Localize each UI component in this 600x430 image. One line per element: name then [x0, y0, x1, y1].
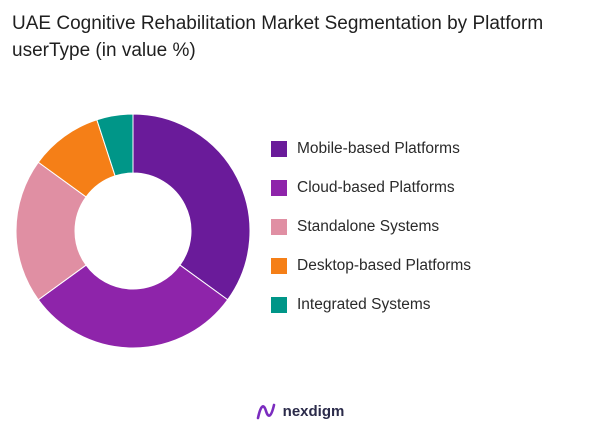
legend-item-desktop-based-platforms: Desktop-based Platforms: [271, 256, 471, 276]
legend-label-standalone-systems: Standalone Systems: [297, 218, 440, 235]
legend-label-mobile-based-platforms: Mobile-based Platforms: [297, 140, 460, 157]
donut-slice-cloud-based-platforms: [37, 264, 229, 349]
legend-item-cloud-based-platforms: Cloud-based Platforms: [271, 178, 471, 198]
chart-legend: Mobile-based Platforms Cloud-based Platfo…: [271, 139, 471, 334]
legend-item-standalone-systems: Standalone Systems: [271, 217, 471, 237]
brand-footer: nexdigm: [0, 402, 600, 420]
legend-label-integrated-systems: Integrated Systems: [297, 296, 431, 313]
legend-swatch-cloud-based-platforms: [271, 180, 287, 196]
legend-swatch-standalone-systems: [271, 219, 287, 235]
legend-item-integrated-systems: Integrated Systems: [271, 295, 471, 315]
chart-title: UAE Cognitive Rehabilitation Market Segm…: [12, 10, 592, 64]
donut-chart: [15, 113, 251, 349]
nexdigm-logo-icon: [256, 403, 275, 420]
chart-title-line-2: userType (in value %): [12, 40, 196, 61]
chart-title-line-1: UAE Cognitive Rehabilitation Market Segm…: [12, 13, 544, 34]
brand-name: nexdigm: [282, 402, 345, 420]
legend-swatch-integrated-systems: [271, 297, 287, 313]
legend-swatch-desktop-based-platforms: [271, 258, 287, 274]
legend-swatch-mobile-based-platforms: [271, 141, 287, 157]
donut-slice-integrated-systems: [96, 113, 134, 177]
legend-label-cloud-based-platforms: Cloud-based Platforms: [297, 179, 455, 196]
legend-item-mobile-based-platforms: Mobile-based Platforms: [271, 139, 471, 159]
donut-slice-mobile-based-platforms: [132, 113, 251, 301]
legend-label-desktop-based-platforms: Desktop-based Platforms: [297, 257, 472, 274]
donut-slice-standalone-systems: [15, 161, 87, 301]
